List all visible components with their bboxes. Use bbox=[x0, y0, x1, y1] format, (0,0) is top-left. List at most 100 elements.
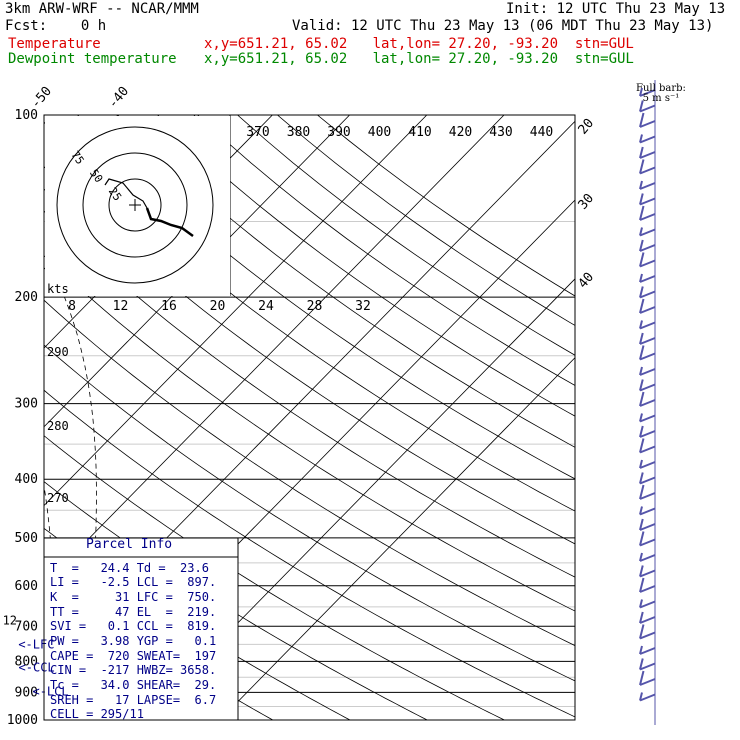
wind-barb-flag bbox=[639, 227, 643, 236]
theta-label: 400 bbox=[368, 125, 391, 140]
wind-barb bbox=[639, 631, 656, 640]
wind-barb bbox=[639, 306, 656, 314]
isotherm bbox=[219, 357, 575, 720]
dry-adiabat bbox=[277, 115, 575, 326]
parcel-row: CIN = -217 HWBZ= 3658. bbox=[50, 663, 217, 677]
wind-barb bbox=[639, 414, 656, 423]
isotherm-label: 20 bbox=[576, 116, 598, 138]
isotherm bbox=[44, 115, 428, 507]
barb-note-line2: 5 m s⁻¹ bbox=[642, 93, 680, 104]
parcel-info-title: Parcel Info bbox=[86, 537, 173, 552]
pressure-tick-label: 200 bbox=[15, 290, 38, 305]
temperature-legend: Temperature bbox=[8, 36, 101, 52]
parcel-row: TT = 47 EL = 219. bbox=[50, 605, 217, 619]
wind-barb-flag bbox=[639, 298, 645, 314]
wind-barb-flag bbox=[639, 100, 644, 112]
wind-barb bbox=[639, 383, 656, 392]
wind-barb-flag bbox=[639, 332, 644, 345]
wind-barb-flag bbox=[639, 611, 644, 624]
pressure-tick-label: 400 bbox=[15, 472, 38, 487]
wind-barbs bbox=[639, 80, 656, 725]
wind-barb-flag bbox=[639, 484, 645, 500]
dry-adiabat-side-label: 280 bbox=[47, 419, 69, 433]
dry-adiabat-side-label: 270 bbox=[47, 491, 69, 505]
isotherm-label: 40 bbox=[576, 270, 598, 292]
wind-barb bbox=[639, 430, 656, 438]
wind-barb-flag bbox=[639, 577, 645, 593]
wind-barb bbox=[639, 399, 656, 407]
wind-barb bbox=[639, 693, 656, 702]
wind-barb bbox=[639, 182, 656, 190]
dewpoint-location: x,y=651.21, 65.02 lat,lon= 27.20, -93.20… bbox=[204, 51, 634, 67]
wind-barb bbox=[639, 476, 656, 485]
valid-time: Valid: 12 UTC Thu 23 May 13 (06 MDT Thu … bbox=[292, 18, 714, 34]
wind-barb-flag bbox=[639, 565, 644, 577]
theta-label: 380 bbox=[287, 125, 310, 140]
hodograph-ring bbox=[108, 178, 162, 232]
isotherm bbox=[44, 115, 350, 428]
parcel-row: Tc = 34.0 SHEAR= 29. bbox=[50, 678, 217, 692]
wind-barb bbox=[639, 569, 656, 578]
dry-adiabat-side-label: 290 bbox=[47, 345, 69, 359]
dewpoint-legend: Dewpoint temperature bbox=[8, 51, 177, 67]
dry-adiabat bbox=[44, 344, 575, 682]
level-marker-label: <-CCL bbox=[19, 661, 55, 675]
init-time: Init: 12 UTC Thu 23 May 13 bbox=[506, 1, 726, 17]
wind-barb bbox=[639, 538, 656, 547]
level-marker-label: <-LCL bbox=[32, 684, 68, 698]
parcel-info-box bbox=[43, 537, 239, 721]
wind-barb-flag bbox=[639, 391, 645, 407]
wind-barb bbox=[639, 135, 656, 144]
wind-barb bbox=[639, 213, 656, 221]
wind-barb-flag bbox=[639, 670, 645, 686]
dry-adiabat bbox=[197, 115, 575, 386]
dry-adiabat bbox=[77, 115, 575, 480]
hodograph-units: kts bbox=[47, 282, 69, 296]
dewpoint-profile bbox=[0, 115, 14, 720]
wind-barb-flag bbox=[639, 692, 643, 701]
mixing-ratio-top-label: 12 bbox=[113, 299, 129, 314]
wind-barb bbox=[639, 461, 656, 469]
wind-barb bbox=[639, 259, 656, 268]
theta-label: 390 bbox=[327, 125, 350, 140]
wind-barb bbox=[639, 151, 656, 159]
wind-barb-flag bbox=[639, 193, 644, 205]
wind-barb-flag bbox=[639, 459, 643, 469]
wind-barb bbox=[639, 89, 656, 97]
wind-barb bbox=[639, 290, 656, 299]
pressure-tick-label: 300 bbox=[15, 397, 38, 412]
parcel-row: LI = -2.5 LCL = 897. bbox=[50, 575, 217, 589]
wind-barb bbox=[639, 337, 656, 345]
wind-barb-flag bbox=[639, 506, 643, 515]
theta-label: 430 bbox=[489, 125, 512, 140]
parcel-row: SREH = 17 LAPSE= 6.7 bbox=[50, 693, 217, 707]
wind-barb bbox=[639, 585, 656, 593]
hodograph-ring bbox=[82, 152, 188, 258]
wind-barb-flag bbox=[639, 366, 643, 376]
mixing-ratio-top-label: 24 bbox=[258, 299, 274, 314]
dry-adiabat bbox=[44, 121, 575, 512]
wind-barb-flag bbox=[639, 438, 645, 453]
mixing-ratio-label: 12 bbox=[3, 613, 17, 627]
wind-barb-flag bbox=[639, 624, 645, 639]
wind-barb-flag bbox=[639, 252, 645, 267]
hodograph-ring-label: 50 bbox=[87, 167, 105, 185]
mixing-ratio-top-label: 32 bbox=[355, 299, 371, 314]
mixing-ratio-top-label: 16 bbox=[161, 299, 177, 314]
wind-barb bbox=[639, 120, 656, 128]
barb-note: Full barb: 5 m s⁻¹ bbox=[636, 84, 686, 104]
dry-adiabat bbox=[157, 115, 575, 417]
theta-label: 420 bbox=[449, 125, 472, 140]
dry-adiabat bbox=[44, 255, 575, 612]
barb-note-line1: Full barb: bbox=[636, 83, 686, 94]
wind-barb-flag bbox=[639, 552, 643, 562]
plot-frame bbox=[43, 114, 576, 721]
wind-barb-flag bbox=[639, 345, 645, 360]
model-title: 3km ARW-WRF -- NCAR/MMM bbox=[5, 1, 199, 17]
wind-barb-flag bbox=[639, 320, 643, 329]
temperature-location: x,y=651.21, 65.02 lat,lon= 27.20, -93.20… bbox=[204, 36, 634, 52]
wind-barb bbox=[639, 445, 656, 454]
